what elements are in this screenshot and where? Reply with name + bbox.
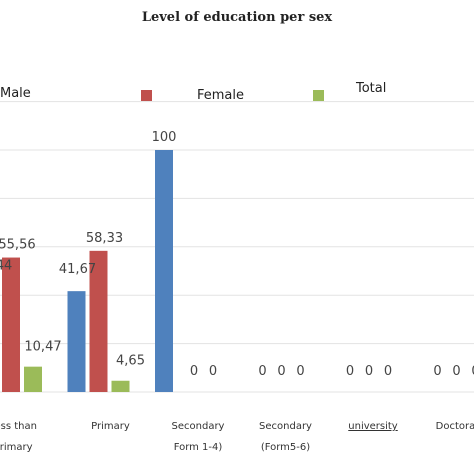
bar-female — [2, 257, 20, 392]
category-label: Secondary — [172, 421, 225, 432]
category-label: (Form5-6) — [261, 442, 310, 453]
category-label: Secondary — [259, 421, 312, 432]
bar-total — [24, 366, 42, 392]
data-label-total: 0 — [209, 364, 217, 379]
data-label-total: 10,47 — [24, 340, 61, 355]
bars — [2, 150, 173, 392]
category-labels: Less than primary Primary Secondary Form 1-4… — [0, 421, 474, 453]
chart-title: Level of education per sex — [142, 10, 333, 25]
data-label-total: 0 — [384, 364, 392, 379]
data-label-female: 0 — [452, 364, 460, 379]
legend-label-female: Female — [197, 88, 244, 103]
data-label-female: 55,56 — [0, 238, 36, 253]
legend-swatch-female — [141, 90, 152, 101]
category-label: university — [348, 421, 398, 432]
bar-total — [111, 380, 130, 392]
data-label-male: 0 — [346, 364, 354, 379]
data-label-female: 58,33 — [86, 231, 123, 246]
data-label-total: 0 — [296, 364, 304, 379]
category-label: Less than — [0, 421, 37, 432]
legend-label-total: Total — [355, 81, 386, 96]
legend-label-male: Male — [0, 86, 31, 101]
data-label-male: 0 — [258, 364, 266, 379]
data-label-total: 4,65 — [116, 354, 145, 369]
category-label: primary — [0, 442, 33, 453]
data-label-total: 0 — [471, 364, 474, 379]
bar-male — [155, 150, 173, 392]
legend: Male Female Total — [0, 81, 386, 103]
legend-swatch-total — [313, 90, 324, 101]
data-label-male: 100 — [152, 130, 177, 145]
data-label-male: 0 — [433, 364, 441, 379]
category-label: Primary — [91, 421, 130, 432]
category-label: Form 1-4) — [174, 442, 223, 453]
bar-female — [89, 250, 108, 392]
data-label-female: 0 — [365, 364, 373, 379]
data-label-male: 44 — [0, 259, 12, 274]
data-label-female: 0 — [277, 364, 285, 379]
category-label: Doctorate — [436, 421, 474, 432]
bar-male — [67, 291, 86, 392]
data-label-female: 0 — [190, 364, 198, 379]
data-label-male: 41,67 — [59, 262, 96, 277]
